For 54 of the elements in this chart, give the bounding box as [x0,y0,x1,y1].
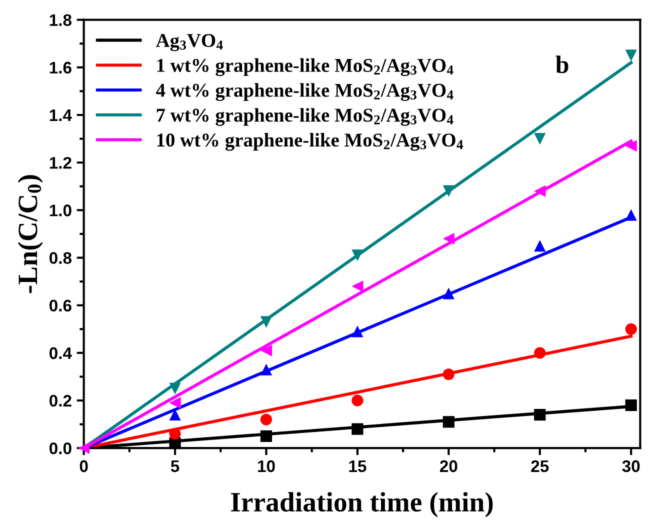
point [442,185,454,197]
point [260,316,272,328]
point [352,394,364,406]
y-tick-label: 1.8 [50,14,72,26]
x-tick-label: 5 [170,460,180,472]
point [625,140,637,152]
point [625,323,637,335]
point [625,50,637,62]
y-tick-label: 0.8 [50,252,72,264]
x-axis-title: Irradiation time (min) [231,492,493,518]
point [534,185,546,197]
point [442,288,454,300]
legend-label: 7 wt% graphene-like MoS$_{2}$/Ag$_{3}$VO$_{4}$ [156,108,454,126]
point [352,326,364,338]
legend-label: 1 wt% graphene-like MoS$_{2}$/Ag$_{3}$VO$_{4}$ [157,58,454,76]
point [534,240,546,252]
y-tick-label: 0.2 [50,394,72,407]
x-tick-label: 10 [258,460,275,472]
y-tick-label: 1.4 [50,110,72,122]
y-tick-label: 0.4 [50,347,72,360]
point [260,344,272,356]
annotation: b [556,56,568,74]
y-tick-label: 1.2 [50,156,72,169]
point [260,414,272,426]
y-tick-label: 0.0 [50,442,72,454]
point [169,437,181,450]
point [352,423,364,435]
point [534,408,546,421]
point [260,364,272,376]
x-tick-label: 20 [440,460,458,472]
point [625,209,637,221]
point [442,232,454,244]
point [442,368,454,380]
point [169,397,181,409]
y-tick-label: 1.0 [50,204,72,216]
point [169,382,181,394]
point [625,399,637,412]
x-tick-label: 30 [622,460,640,472]
y-axis-title: -Ln(C/C$_{0}$) [18,175,43,294]
x-tick-label: 25 [531,460,549,472]
legend-label: 10 wt% graphene-like MoS$_{2}$/Ag$_{3}$VO$_{4}$ [157,132,464,151]
point [169,428,181,440]
legend-label: 4 wt% graphene-like MoS$_{2}$/Ag$_{3}$VO$_{4}$ [156,83,454,101]
point [352,250,364,262]
legend-label: Ag$_{3}$VO$_{4}$ [156,34,223,52]
y-tick-label: 0.6 [50,300,72,312]
point [534,132,546,145]
point [352,280,364,292]
point [260,430,272,442]
point [442,416,454,428]
point [534,347,546,359]
x-tick-label: 0 [80,460,88,472]
x-tick-label: 15 [349,460,366,472]
y-tick-label: 1.6 [50,62,72,74]
